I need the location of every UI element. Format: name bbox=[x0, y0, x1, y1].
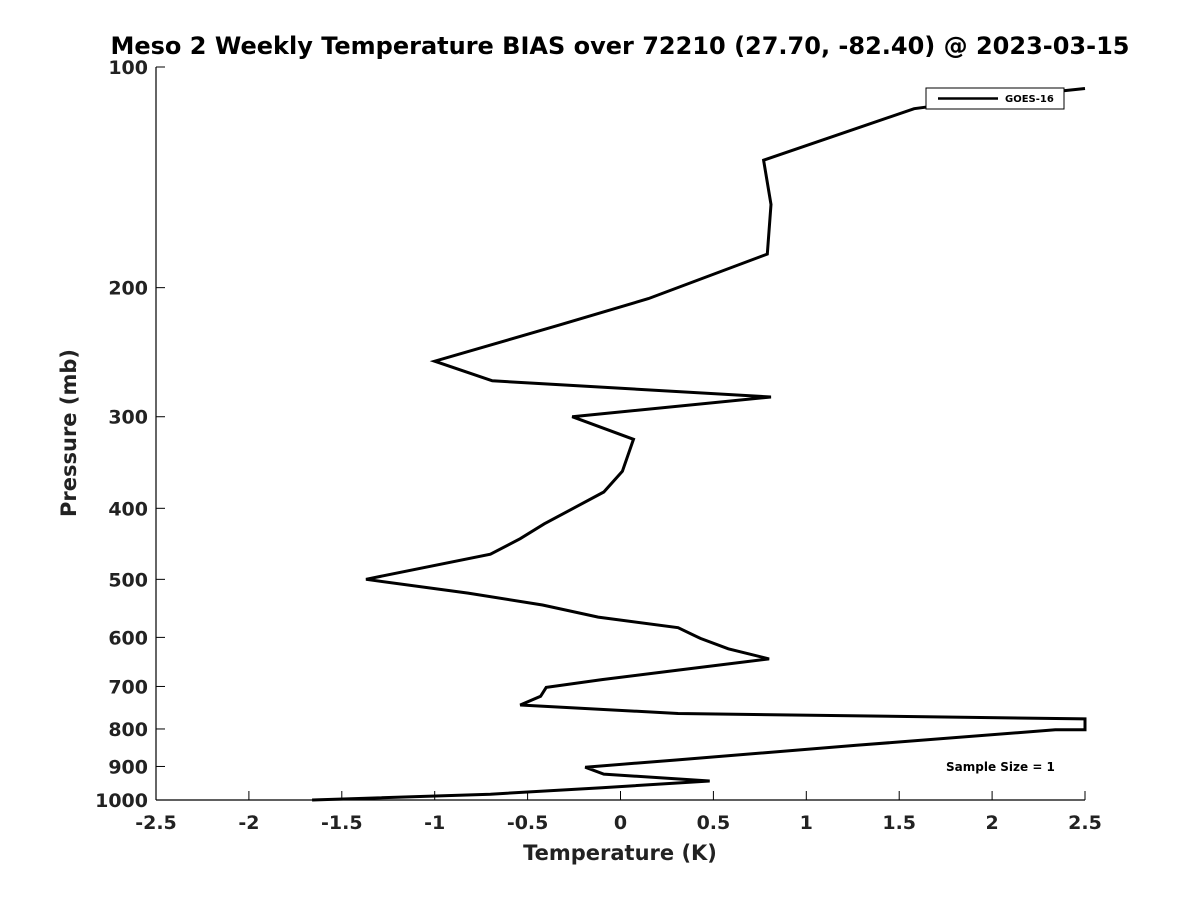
x-tick-label: 0.5 bbox=[697, 812, 731, 834]
y-tick-label: 900 bbox=[108, 756, 148, 778]
x-ticks: -2.5 -2 -1.5 -1 -0.5 0 0.5 1 1.5 2 2.5 bbox=[135, 791, 1102, 834]
x-tick-label: 0 bbox=[614, 812, 627, 834]
x-tick-label: -1.5 bbox=[321, 812, 363, 834]
legend-label-goes-16: GOES-16 bbox=[1005, 94, 1054, 105]
y-tick-label: 700 bbox=[108, 676, 148, 698]
x-tick-label: -1 bbox=[424, 812, 445, 834]
x-tick-label: -2 bbox=[238, 812, 259, 834]
y-tick-label: 100 bbox=[108, 57, 148, 79]
series-layer bbox=[312, 87, 1087, 802]
series-line-goes-16 bbox=[312, 87, 1087, 802]
y-tick-label: 800 bbox=[108, 719, 148, 741]
y-tick-label: 300 bbox=[108, 407, 148, 429]
y-axis-label: Pressure (mb) bbox=[57, 349, 81, 517]
y-ticks: 100 200 300 400 500 600 700 800 900 1000 bbox=[95, 57, 165, 812]
x-tick-label: 1.5 bbox=[882, 812, 916, 834]
y-tick-label: 400 bbox=[108, 498, 148, 520]
x-tick-label: 2 bbox=[985, 812, 998, 834]
y-tick-label: 1000 bbox=[95, 790, 148, 812]
x-tick-label: 2.5 bbox=[1068, 812, 1102, 834]
legend: GOES-16 bbox=[925, 87, 1065, 110]
y-tick-label: 600 bbox=[108, 627, 148, 649]
sample-size-annotation: Sample Size = 1 bbox=[946, 760, 1055, 774]
x-axis-label: Temperature (K) bbox=[523, 841, 717, 865]
y-tick-label: 200 bbox=[108, 278, 148, 300]
chart-title: Meso 2 Weekly Temperature BIAS over 7221… bbox=[110, 32, 1129, 60]
x-tick-label: 1 bbox=[800, 812, 813, 834]
x-tick-label: -0.5 bbox=[507, 812, 549, 834]
y-tick-label: 500 bbox=[108, 569, 148, 591]
x-tick-label: -2.5 bbox=[135, 812, 177, 834]
